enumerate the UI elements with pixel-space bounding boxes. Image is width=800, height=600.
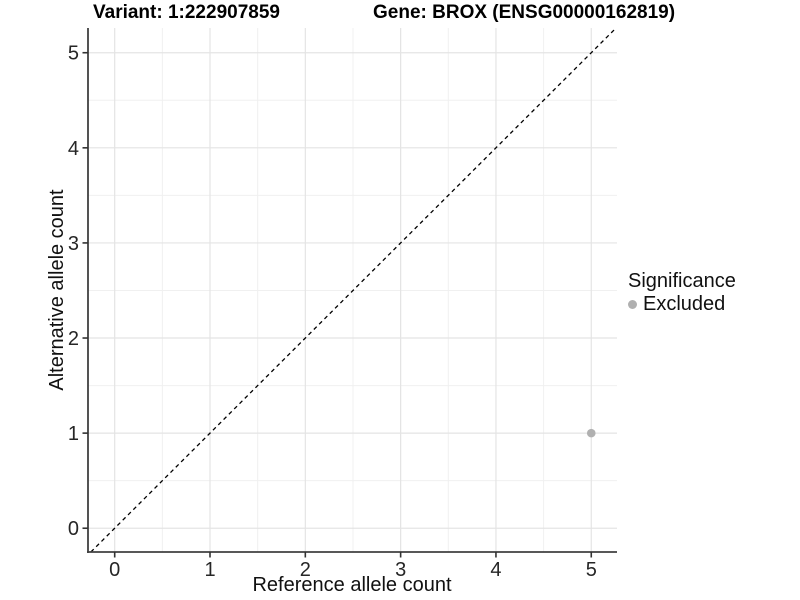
y-tick-label: 2 xyxy=(68,328,79,350)
y-tick-label: 1 xyxy=(68,423,79,445)
y-tick-label: 3 xyxy=(68,233,79,255)
data-point xyxy=(586,428,596,438)
x-tick-label: 1 xyxy=(204,559,215,581)
x-tick-label: 0 xyxy=(109,559,120,581)
legend: Significance Excluded xyxy=(628,270,736,315)
y-tick-label: 0 xyxy=(68,518,79,540)
plot-panel xyxy=(88,28,617,552)
x-tick-label: 3 xyxy=(395,559,406,581)
legend-item-excluded: Excluded xyxy=(628,293,736,315)
identity-reference-line xyxy=(90,28,617,552)
y-axis-title: Alternative allele count xyxy=(46,189,68,391)
y-tick-label: 5 xyxy=(68,43,79,65)
x-tick-label: 5 xyxy=(586,559,597,581)
y-tick-label: 4 xyxy=(68,138,79,160)
x-tick-label: 4 xyxy=(490,559,501,581)
legend-item-label: Excluded xyxy=(643,293,726,315)
x-tick-label: 2 xyxy=(300,559,311,581)
plot-title-gene: Gene: BROX (ENSG00000162819) xyxy=(373,2,676,23)
legend-key-dot xyxy=(628,299,637,309)
x-axis-title: Reference allele count xyxy=(252,574,452,596)
plot-title-variant: Variant: 1:222907859 xyxy=(93,2,280,23)
legend-title: Significance xyxy=(628,270,736,292)
